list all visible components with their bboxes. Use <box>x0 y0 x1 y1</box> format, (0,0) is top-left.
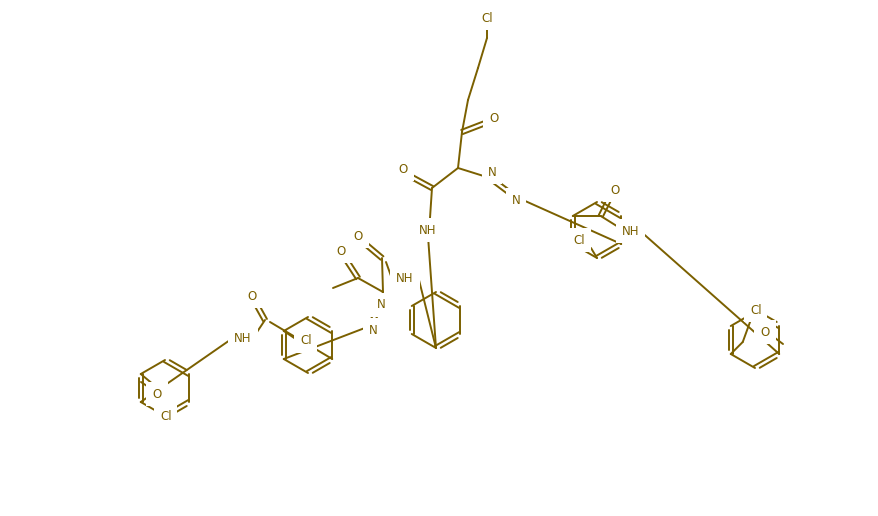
Text: O: O <box>152 388 162 400</box>
Text: NH: NH <box>622 224 639 237</box>
Text: O: O <box>336 245 345 257</box>
Text: NH: NH <box>419 223 436 236</box>
Text: Cl: Cl <box>480 11 493 24</box>
Text: Cl: Cl <box>299 334 311 347</box>
Text: N: N <box>487 166 496 179</box>
Text: O: O <box>247 289 256 302</box>
Text: Cl: Cl <box>160 410 171 423</box>
Text: O: O <box>759 326 769 338</box>
Text: O: O <box>489 111 498 124</box>
Text: O: O <box>609 184 619 197</box>
Text: NH: NH <box>396 271 414 284</box>
Text: Cl: Cl <box>749 303 760 316</box>
Text: NH: NH <box>234 331 251 345</box>
Text: O: O <box>398 163 407 175</box>
Text: N: N <box>511 194 520 206</box>
Text: N: N <box>376 298 385 312</box>
Text: O: O <box>353 230 363 243</box>
Text: N: N <box>368 324 377 336</box>
Text: Cl: Cl <box>572 234 584 247</box>
